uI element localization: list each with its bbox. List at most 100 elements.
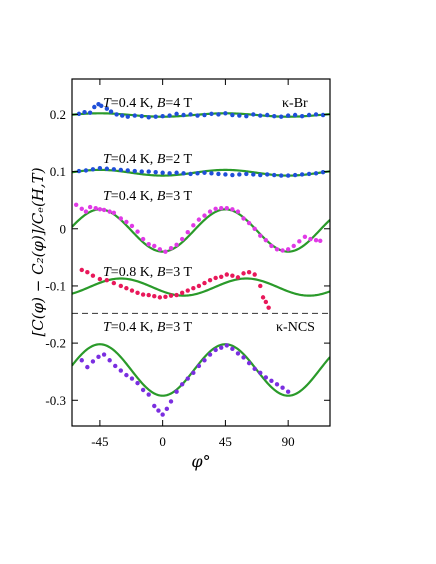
- point-s2-18: [195, 171, 200, 176]
- point-s3-33: [246, 220, 252, 226]
- point-s2-5: [104, 166, 110, 171]
- annotation-kappa-ncs: κ-NCS: [276, 320, 315, 335]
- point-s3-40: [285, 247, 291, 252]
- point-s5-39: [285, 389, 291, 394]
- point-s1-28: [244, 113, 249, 119]
- point-s1-3: [87, 110, 93, 115]
- annotation-series-2: T=0.4 K, B=2 T: [103, 152, 193, 167]
- point-s4-6: [111, 280, 117, 286]
- point-s3-11: [124, 219, 129, 225]
- point-s3-24: [196, 217, 202, 222]
- point-s3-42: [297, 239, 302, 244]
- point-s4-35: [266, 305, 271, 310]
- point-s5-8: [118, 368, 124, 373]
- point-s2-1: [76, 168, 82, 174]
- point-s5-36: [269, 378, 274, 384]
- point-s1-34: [285, 113, 291, 118]
- point-s3-8: [107, 209, 112, 214]
- x-axis-label: φ°: [191, 452, 210, 471]
- point-s3-6: [97, 207, 103, 212]
- point-s4-28: [235, 275, 241, 280]
- point-s1-20: [188, 112, 193, 117]
- point-s3-4: [87, 204, 93, 210]
- point-s1-37: [306, 112, 312, 118]
- fit-curve-1: [72, 112, 330, 118]
- point-s2-35: [313, 171, 319, 176]
- point-s3-41: [291, 243, 296, 249]
- point-s5-26: [213, 347, 218, 353]
- point-s1-25: [223, 111, 228, 116]
- point-s2-25: [244, 171, 249, 177]
- point-s2-33: [299, 172, 305, 177]
- point-s1-26: [230, 112, 235, 118]
- point-s2-15: [174, 170, 179, 175]
- point-s4-31: [252, 272, 257, 277]
- point-s3-34: [252, 226, 257, 231]
- point-s5-16: [160, 412, 165, 417]
- point-s2-24: [237, 172, 242, 177]
- point-s2-17: [188, 171, 193, 177]
- point-s3-12: [129, 223, 135, 229]
- point-s4-10: [135, 290, 140, 295]
- point-s2-8: [125, 168, 130, 173]
- point-s5-21: [185, 376, 190, 381]
- point-s3-19: [168, 246, 174, 251]
- x-tick-label: 0: [159, 434, 166, 449]
- point-s3-26: [207, 209, 213, 214]
- point-s2-10: [139, 169, 144, 174]
- point-s2-4: [97, 165, 103, 171]
- point-s1-32: [272, 113, 277, 119]
- point-s3-25: [202, 213, 207, 218]
- point-s3-37: [269, 243, 274, 249]
- point-s1-35: [292, 112, 298, 118]
- point-s3-1: [73, 202, 79, 207]
- point-s3-29: [224, 206, 229, 211]
- point-s1-11: [125, 114, 130, 119]
- point-s2-22: [223, 172, 228, 177]
- point-s2-14: [167, 171, 172, 176]
- point-s3-7: [101, 207, 107, 213]
- point-s4-1: [79, 267, 84, 273]
- point-s4-21: [196, 283, 202, 289]
- plot-frame: [71, 78, 331, 427]
- point-s1-14: [146, 115, 151, 120]
- point-s2-32: [292, 172, 298, 178]
- point-s5-33: [252, 366, 257, 372]
- point-s2-29: [272, 172, 277, 178]
- point-s4-33: [260, 295, 266, 300]
- point-s5-11: [135, 380, 140, 386]
- point-s5-38: [280, 385, 285, 390]
- point-s2-7: [118, 167, 124, 173]
- point-s2-31: [285, 173, 291, 178]
- point-s3-46: [318, 238, 323, 243]
- point-s4-13: [152, 294, 157, 299]
- point-s1-6: [99, 103, 104, 109]
- point-s5-4: [96, 354, 101, 360]
- x-tick-label: 90: [282, 434, 295, 449]
- point-s4-18: [179, 290, 185, 295]
- point-s4-32: [258, 283, 263, 289]
- point-s2-6: [111, 167, 117, 172]
- point-s4-17: [174, 292, 179, 298]
- point-s5-23: [196, 363, 202, 369]
- point-s1-21: [195, 113, 200, 118]
- point-s5-10: [129, 376, 135, 381]
- fit-curve-2: [72, 168, 330, 177]
- point-s5-37: [274, 382, 280, 387]
- point-s2-28: [265, 172, 270, 177]
- point-s1-30: [258, 113, 263, 118]
- point-s1-16: [160, 113, 165, 119]
- data-points: [73, 101, 326, 417]
- point-s4-29: [241, 271, 246, 276]
- fit-curve-4: [72, 277, 330, 297]
- point-s1-39: [320, 112, 326, 118]
- point-s2-23: [230, 172, 235, 178]
- point-s1-23: [209, 111, 214, 117]
- point-s1-9: [114, 112, 119, 117]
- point-s5-15: [156, 408, 161, 413]
- point-s4-14: [157, 295, 163, 300]
- point-s3-30: [230, 207, 235, 212]
- point-s4-16: [168, 293, 174, 298]
- point-s5-2: [85, 364, 90, 370]
